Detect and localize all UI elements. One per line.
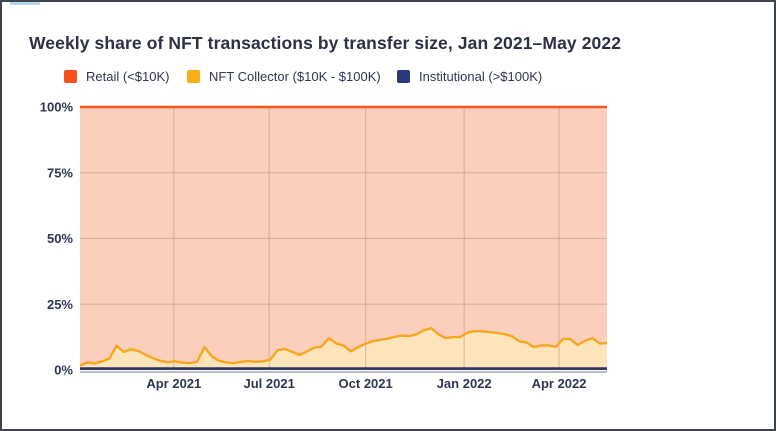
x-axis-tick-label: Apr 2021 <box>146 376 201 391</box>
y-axis-tick-label: 75% <box>47 165 73 180</box>
retail-swatch-icon <box>64 69 77 83</box>
x-axis-tick-label: Jan 2022 <box>437 376 492 391</box>
y-axis-tick-label: 0% <box>54 363 73 378</box>
y-axis-tick-label: 100% <box>40 100 74 115</box>
x-axis-tick-label: Jul 2021 <box>244 376 295 391</box>
legend-item-institutional: Institutional (>$100K) <box>397 68 542 84</box>
legend-label-institutional: Institutional (>$100K) <box>419 68 543 84</box>
x-axis-tick-label: Oct 2021 <box>339 376 393 391</box>
y-axis-tick-label: 25% <box>47 297 73 312</box>
legend-label-nft-collector: NFT Collector ($10K - $100K) <box>209 68 381 84</box>
y-axis-tick-label: 50% <box>47 231 73 246</box>
institutional-swatch-icon <box>397 69 410 83</box>
legend-item-nft-collector: NFT Collector ($10K - $100K) <box>187 68 381 84</box>
top-left-selection-artifact <box>10 2 40 5</box>
legend-item-retail: Retail (<$10K) <box>64 68 169 84</box>
x-axis-tick-label: Apr 2022 <box>532 376 587 391</box>
nft-collector-swatch-icon <box>187 69 200 83</box>
chart-title: Weekly share of NFT transactions by tran… <box>29 33 622 53</box>
legend-label-retail: Retail (<$10K) <box>86 68 170 84</box>
legend: Retail (<$10K) NFT Collector ($10K - $10… <box>2 68 774 86</box>
